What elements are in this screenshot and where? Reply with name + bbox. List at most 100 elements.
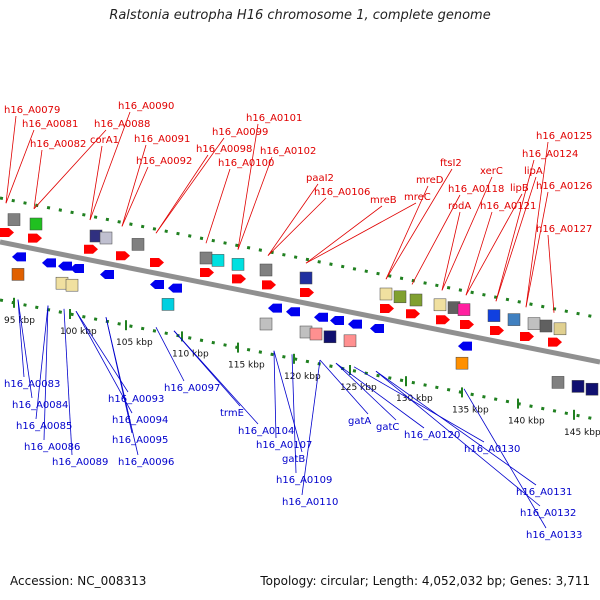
- forward-gene-arrow: [380, 304, 394, 313]
- reverse-gene-label: h16_A0086: [24, 442, 80, 453]
- scale-tick-label: 145 kbp: [564, 428, 600, 438]
- reverse-label-leader: [75, 310, 129, 393]
- forward-gene-arrow: [300, 288, 314, 297]
- forward-label-leader: [305, 205, 383, 264]
- forward-gene-label: h16_A0127: [536, 224, 592, 235]
- forward-gene-label: h16_A0102: [260, 146, 316, 157]
- forward-label-leader: [525, 191, 549, 308]
- map-title: Ralstonia eutropha H16 chromosome 1, com…: [109, 8, 491, 23]
- forward-gene-label: h16_A0090: [118, 101, 174, 112]
- reverse-gene-label: h16_A0096: [118, 457, 174, 468]
- reverse-gene-label: h16_A0120: [404, 430, 460, 441]
- forward-label-leader: [525, 141, 549, 308]
- forward-gene-arrow: [116, 251, 130, 261]
- forward-label-leader: [411, 194, 461, 285]
- scale-tick-label: 130 kbp: [396, 394, 433, 404]
- forward-gene-arrow: [28, 233, 42, 243]
- scale-tick-label: 140 kbp: [508, 417, 545, 427]
- forward-gene-arrow: [0, 228, 14, 237]
- genome-summary: Topology: circular; Length: 4,052,032 bp…: [260, 574, 590, 588]
- forward-feature-box: [379, 287, 393, 301]
- forward-feature-box: [433, 298, 447, 312]
- forward-gene-label: h16_A0101: [246, 113, 302, 124]
- reverse-label-leader: [75, 311, 133, 414]
- reverse-gene-label: h16_A0089: [52, 457, 108, 468]
- forward-gene-label: rodA: [448, 201, 471, 212]
- forward-label-leader: [5, 129, 35, 204]
- reverse-gene-label: h16_A0097: [164, 383, 220, 394]
- reverse-label-leader: [353, 366, 485, 443]
- forward-gene-label: h16_A0121: [480, 201, 536, 212]
- reverse-label-leader: [375, 370, 537, 486]
- reverse-feature-box: [309, 327, 323, 341]
- reverse-gene-arrow: [330, 316, 344, 325]
- reverse-gene-label: h16_A0107: [256, 440, 312, 451]
- forward-label-leader: [155, 137, 225, 234]
- reverse-gene-arrow: [70, 264, 84, 273]
- forward-gene-label: mreB: [370, 195, 397, 206]
- forward-label-leader: [465, 211, 493, 296]
- reverse-gene-label: h16_A0083: [4, 379, 60, 390]
- reverse-label-leader: [63, 308, 73, 456]
- forward-feature-box: [99, 231, 113, 245]
- reverse-gene-label: h16_A0084: [12, 400, 68, 411]
- forward-label-leader: [267, 197, 327, 256]
- forward-feature-box: [7, 213, 21, 226]
- forward-feature-box: [259, 263, 273, 277]
- forward-label-leader: [121, 144, 147, 227]
- reverse-feature-box: [161, 298, 175, 311]
- reverse-gene-arrow: [58, 261, 72, 271]
- reverse-gene-label: gatB: [282, 454, 305, 465]
- reverse-label-leader: [375, 370, 541, 507]
- scale-tick-label: 100 kbp: [60, 327, 97, 337]
- scale-tick-label: 125 kbp: [340, 383, 377, 393]
- forward-gene-label: h16_A0106: [314, 187, 370, 198]
- reverse-feature-box: [65, 278, 79, 292]
- forward-gene-label: h16_A0098: [196, 144, 252, 155]
- chromosome-backbone: [0, 239, 600, 365]
- reverse-gene-label: h16_A0094: [112, 415, 168, 426]
- forward-gene-arrow: [460, 320, 474, 329]
- forward-gene-label: paaI2: [306, 173, 334, 184]
- forward-label-leader: [155, 154, 209, 234]
- reverse-gene-arrow: [42, 258, 56, 268]
- reverse-label-leader: [105, 317, 139, 456]
- reverse-feature-box: [571, 380, 585, 393]
- forward-gene-label: lipA: [524, 166, 543, 177]
- reverse-label-leader: [273, 350, 303, 453]
- forward-feature-box: [199, 251, 213, 265]
- forward-gene-label: mreD: [416, 175, 444, 186]
- forward-label-leader: [33, 149, 43, 209]
- forward-gene-label: ftsI2: [440, 158, 462, 169]
- forward-label-leader: [385, 168, 453, 280]
- forward-feature-box: [457, 303, 471, 316]
- forward-feature-box: [299, 271, 313, 285]
- forward-gene-label: h16_A0125: [536, 131, 592, 142]
- forward-label-leader: [205, 168, 231, 244]
- forward-feature-box: [211, 254, 225, 267]
- forward-gene-label: corA1: [90, 135, 119, 146]
- forward-label-leader: [5, 115, 17, 204]
- reverse-feature-box: [323, 330, 337, 344]
- forward-label-leader: [495, 159, 535, 302]
- forward-feature-box: [507, 313, 521, 326]
- reverse-label-leader: [291, 354, 297, 474]
- forward-gene-arrow: [548, 337, 562, 347]
- forward-label-leader: [441, 176, 493, 291]
- forward-gene-label: h16_A0082: [30, 139, 86, 150]
- forward-gene-label: h16_A0088: [94, 119, 150, 130]
- forward-feature-box: [131, 238, 145, 251]
- forward-label-leader: [237, 123, 259, 250]
- forward-feature-box: [487, 309, 501, 322]
- reverse-gene-label: h16_A0104: [238, 426, 294, 437]
- scale-tick-label: 120 kbp: [284, 372, 321, 382]
- reverse-feature-box: [259, 317, 273, 331]
- reverse-gene-label: h16_A0130: [464, 444, 520, 455]
- forward-gene-label: xerC: [480, 166, 503, 177]
- forward-gene-arrow: [406, 309, 420, 319]
- forward-label-leader: [547, 234, 555, 313]
- reverse-gene-arrow: [150, 280, 164, 289]
- forward-label-leader: [385, 185, 429, 280]
- forward-feature-box: [231, 258, 245, 271]
